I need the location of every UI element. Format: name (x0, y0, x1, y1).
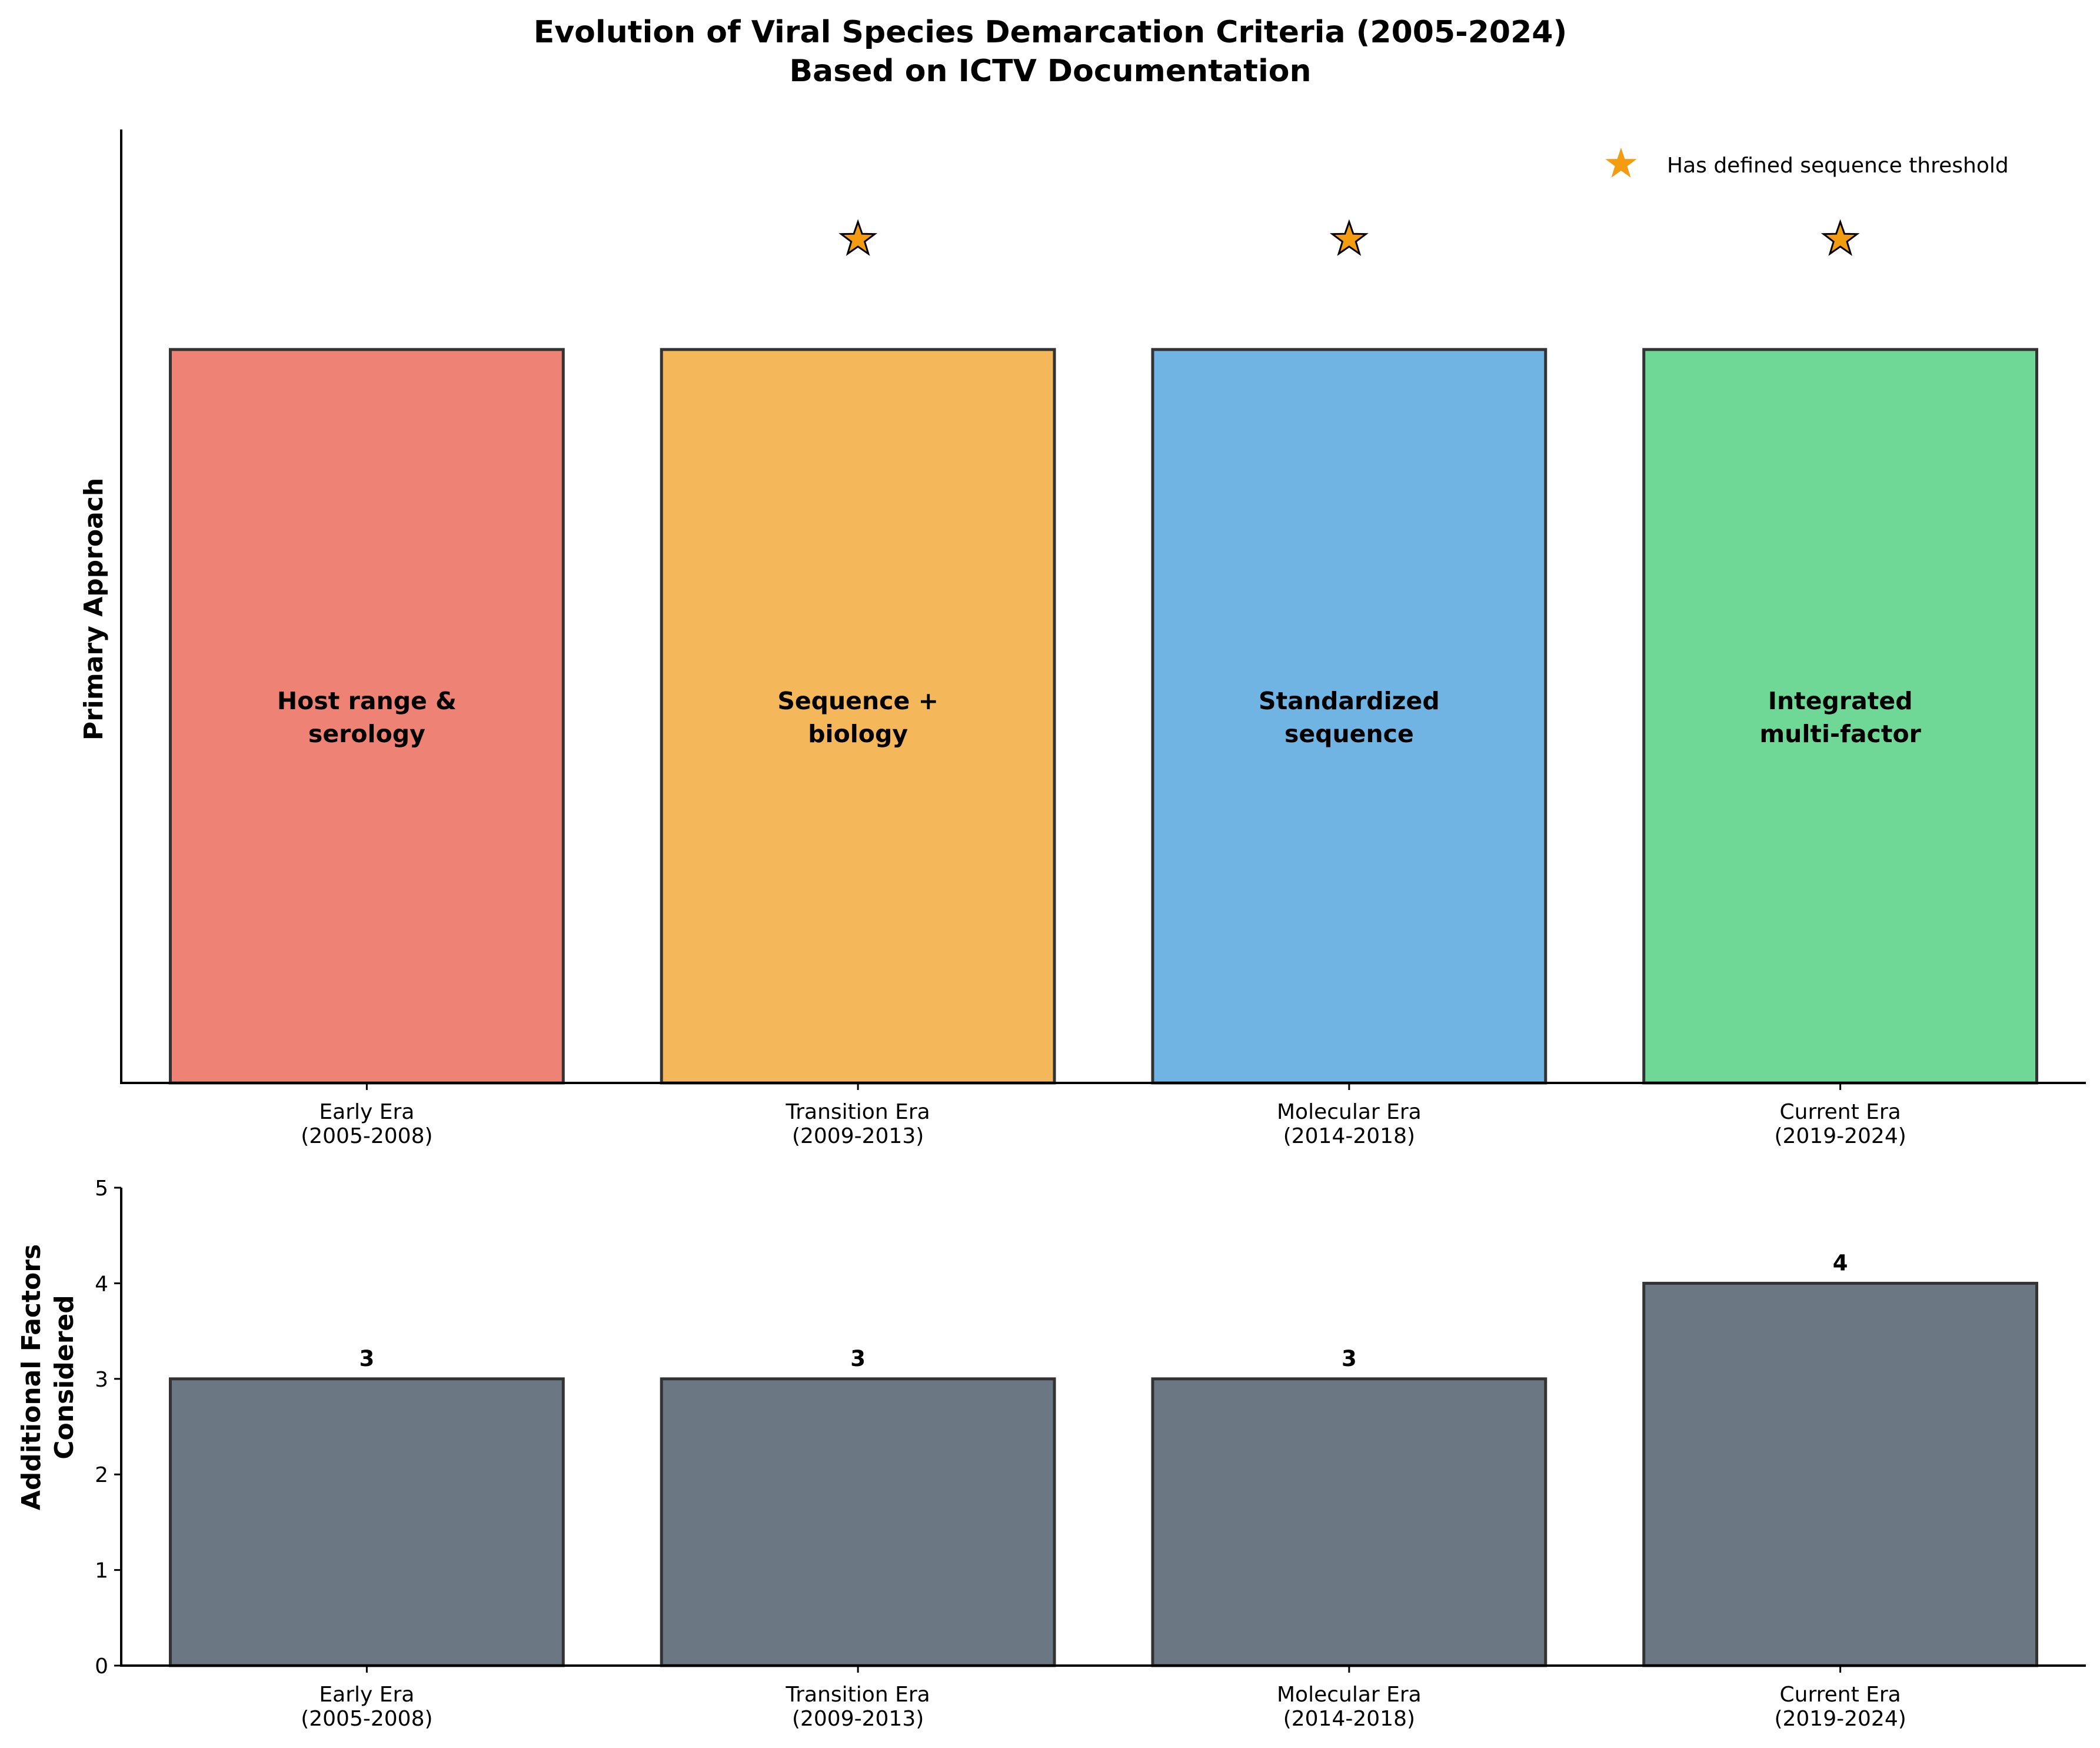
factors-bar (168, 1377, 565, 1667)
approach-bar-label: Sequence + (777, 687, 938, 715)
primary-approach-panel: Primary Approach Host range & serology Seq… (79, 129, 2086, 1148)
bottom-x-tick-label: (2019-2024) (1774, 1707, 1906, 1731)
top-x-tick-label: (2009-2013) (792, 1124, 924, 1148)
chart-title-line-1: Evolution of Viral Species Demarcation C… (534, 15, 1567, 50)
approach-bar-label: biology (808, 720, 908, 748)
approach-bar-label: Integrated (1768, 687, 1913, 715)
bottom-x-tick-label: Early Era (319, 1683, 414, 1707)
bottom-x-tick-label: (2014-2018) (1283, 1707, 1415, 1731)
bottom-y-tick-label: 1 (95, 1559, 108, 1583)
bottom-y-tick-label: 2 (95, 1463, 108, 1487)
sequence-threshold-star (1821, 219, 1860, 256)
legend: Has defined sequence threshold (1605, 148, 2009, 178)
bottom-y-tick-label: 0 (95, 1654, 108, 1679)
legend-star-marker (1605, 148, 1637, 178)
approach-bar (168, 348, 565, 1085)
sequence-threshold-star (838, 219, 878, 256)
top-x-tick-label: Molecular Era (1277, 1100, 1422, 1124)
factors-value-label: 3 (850, 1346, 866, 1371)
approach-bar (1642, 348, 2039, 1085)
factors-bar (1642, 1281, 2039, 1667)
bottom-y-axis-label-line-2: Considered (49, 1295, 79, 1460)
bottom-x-tick-label: (2009-2013) (792, 1707, 924, 1731)
approach-bar (1151, 348, 1547, 1085)
factors-value-label: 3 (1342, 1346, 1357, 1371)
approach-bar-label: Host range & (277, 687, 457, 715)
top-x-tick-label: (2019-2024) (1774, 1124, 1906, 1148)
bottom-x-tick-label: Transition Era (786, 1683, 930, 1707)
chart-title-line-2: Based on ICTV Documentation (789, 54, 1311, 89)
factors-bar (1151, 1377, 1547, 1667)
top-x-tick-label: Early Era (319, 1100, 414, 1124)
factors-bar (660, 1377, 1056, 1667)
approach-bar (660, 348, 1056, 1085)
additional-factors-panel: Additional Factors Considered 0 1 2 3 4 5 3 3 3… (16, 1177, 2086, 1731)
top-x-tick-label: Current Era (1779, 1100, 1901, 1124)
top-x-tick-label: Transition Era (786, 1100, 930, 1124)
approach-bar-label: serology (308, 720, 425, 748)
top-x-tick-label: (2014-2018) (1283, 1124, 1415, 1148)
bottom-x-tick-label: Current Era (1779, 1683, 1901, 1707)
approach-bar-label: Standardized (1259, 687, 1440, 715)
sequence-threshold-star (1329, 219, 1369, 256)
factors-value-label: 3 (360, 1346, 375, 1371)
bottom-y-tick-label: 5 (95, 1177, 108, 1201)
factors-value-label: 4 (1833, 1250, 1848, 1275)
bottom-x-tick-label: Molecular Era (1277, 1683, 1422, 1707)
bottom-y-axis-label-line-1: Additional Factors (16, 1244, 46, 1510)
approach-bar-label: multi-factor (1759, 720, 1921, 748)
top-y-axis-label: Primary Approach (79, 478, 109, 740)
legend-label: Has defined sequence threshold (1667, 154, 2009, 178)
bottom-y-tick-label: 4 (95, 1272, 108, 1296)
approach-bar-label: sequence (1284, 720, 1414, 748)
bottom-x-tick-label: (2005-2008) (301, 1707, 432, 1731)
bottom-y-tick-label: 3 (95, 1368, 108, 1392)
top-x-tick-label: (2005-2008) (301, 1124, 432, 1148)
